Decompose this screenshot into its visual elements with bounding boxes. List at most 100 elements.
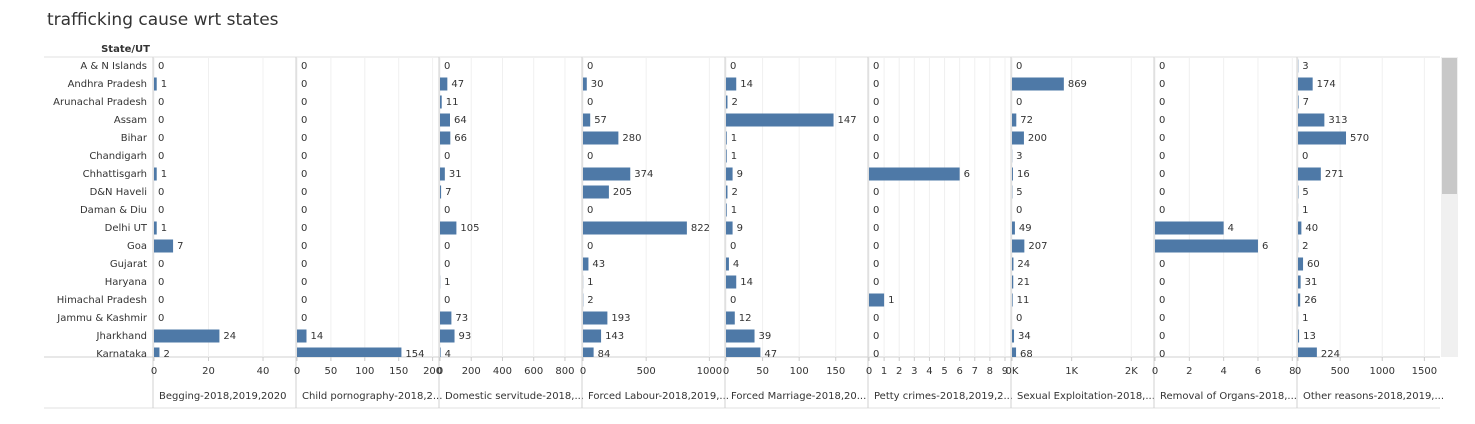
value-label: 0 — [301, 295, 307, 306]
value-label: 0 — [158, 115, 164, 126]
value-label: 2 — [587, 295, 593, 306]
value-label: 1 — [161, 169, 167, 180]
value-label: 2 — [163, 349, 169, 360]
value-label: 0 — [1159, 349, 1165, 360]
x-tick-label: 1K — [1065, 366, 1078, 377]
value-label: 313 — [1328, 115, 1347, 126]
bar — [1012, 347, 1017, 357]
value-label: 0 — [1016, 97, 1022, 108]
x-tick-label: 2 — [1186, 366, 1192, 377]
bar — [726, 329, 755, 343]
value-label: 0 — [1159, 133, 1165, 144]
bar — [440, 329, 455, 343]
value-label: 40 — [1305, 223, 1318, 234]
value-label: 0 — [301, 223, 307, 234]
value-label: 0 — [301, 187, 307, 198]
value-label: 43 — [592, 259, 605, 270]
bar — [1298, 131, 1347, 145]
bar — [726, 347, 761, 357]
x-tick-label: 0 — [580, 366, 586, 377]
bar — [154, 329, 220, 343]
x-tick-label: 0 — [1295, 366, 1301, 377]
bar — [154, 221, 157, 235]
value-label: 6 — [1262, 241, 1268, 252]
value-label: 7 — [177, 241, 183, 252]
row-label: Goa — [127, 241, 147, 252]
panel-label: Sexual Exploitation-2018,... — [1017, 391, 1155, 402]
row-label: Chandigarh — [89, 151, 147, 162]
value-label: 31 — [449, 169, 462, 180]
bar — [1012, 113, 1017, 127]
x-tick-label: 4 — [926, 366, 932, 377]
bar — [726, 257, 729, 271]
row-label: Delhi UT — [105, 223, 148, 234]
value-label: 0 — [1159, 277, 1165, 288]
value-label: 0 — [873, 79, 879, 90]
bar — [154, 167, 157, 181]
scrollbar-thumb[interactable] — [1442, 58, 1457, 194]
value-label: 0 — [1159, 97, 1165, 108]
value-label: 224 — [1321, 349, 1340, 360]
bar — [1012, 77, 1064, 91]
value-label: 5 — [1302, 187, 1308, 198]
value-label: 93 — [459, 331, 472, 342]
bar — [583, 77, 587, 91]
row-label: Daman & Diu — [80, 205, 147, 216]
row-header: State/UT — [101, 44, 150, 55]
row-label: Andhra Pradesh — [68, 79, 147, 90]
bar — [1012, 131, 1024, 145]
bar — [1012, 293, 1013, 307]
bar — [583, 221, 687, 235]
value-label: 0 — [587, 151, 593, 162]
x-tick-label: 150 — [826, 366, 845, 377]
value-label: 1 — [444, 277, 450, 288]
value-label: 21 — [1017, 277, 1030, 288]
bar — [440, 167, 445, 181]
value-label: 0 — [158, 277, 164, 288]
value-label: 0 — [444, 241, 450, 252]
value-label: 1 — [731, 133, 737, 144]
value-label: 0 — [301, 61, 307, 72]
value-label: 7 — [1303, 97, 1309, 108]
value-label: 0 — [1302, 151, 1308, 162]
bar — [583, 131, 619, 145]
x-tick-label: 50 — [756, 366, 769, 377]
panel-label: Forced Marriage-2018,20... — [731, 391, 866, 402]
bar — [1012, 167, 1013, 181]
x-tick-label: 2 — [896, 366, 902, 377]
value-label: 0 — [1016, 205, 1022, 216]
value-label: 147 — [838, 115, 857, 126]
value-label: 207 — [1028, 241, 1047, 252]
value-label: 0 — [158, 151, 164, 162]
value-label: 0 — [1159, 151, 1165, 162]
value-label: 174 — [1317, 79, 1336, 90]
bar — [583, 185, 609, 199]
bar — [726, 275, 737, 289]
chart-title: trafficking cause wrt states — [47, 10, 279, 30]
x-tick-label: 400 — [493, 366, 512, 377]
x-tick-label: 100 — [355, 366, 374, 377]
x-tick-label: 800 — [555, 366, 574, 377]
value-label: 0 — [444, 205, 450, 216]
value-label: 57 — [594, 115, 607, 126]
value-label: 47 — [451, 79, 464, 90]
bar — [583, 113, 591, 127]
row-label: Bihar — [121, 133, 148, 144]
value-label: 0 — [873, 97, 879, 108]
value-label: 0 — [873, 277, 879, 288]
value-label: 0 — [873, 331, 879, 342]
x-tick-label: 200 — [423, 366, 442, 377]
x-tick-label: 1000 — [1370, 366, 1395, 377]
x-tick-label: 0 — [294, 366, 300, 377]
value-label: 154 — [405, 349, 424, 360]
bar — [726, 167, 733, 181]
bar — [440, 131, 451, 145]
bar — [726, 221, 733, 235]
panel-label: Petty crimes-2018,2019,2... — [874, 391, 1013, 402]
bar — [726, 185, 728, 199]
value-label: 1 — [1302, 313, 1308, 324]
value-label: 0 — [301, 259, 307, 270]
x-tick-label: 200 — [462, 366, 481, 377]
value-label: 374 — [634, 169, 653, 180]
row-label: Haryana — [105, 277, 147, 288]
